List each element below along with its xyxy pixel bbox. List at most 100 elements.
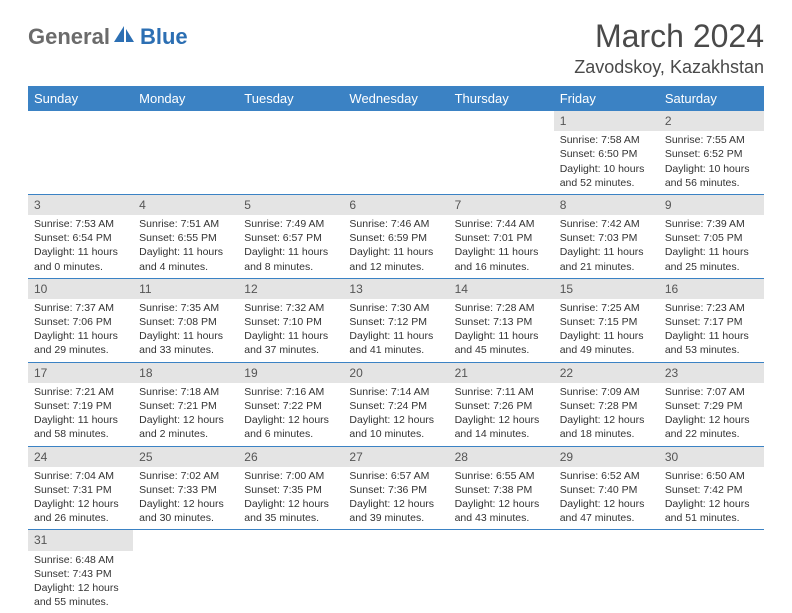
day-content: Sunrise: 7:55 AMSunset: 6:52 PMDaylight:… <box>659 131 764 194</box>
daylight-text: Daylight: 10 hours and 52 minutes. <box>560 162 653 190</box>
day-number: 19 <box>238 363 343 383</box>
daylight-text: Daylight: 11 hours and 29 minutes. <box>34 329 127 357</box>
day-number: 27 <box>343 447 448 467</box>
sunrise-text: Sunrise: 7:02 AM <box>139 469 232 483</box>
day-number <box>343 111 448 131</box>
day-number: 12 <box>238 279 343 299</box>
sunrise-text: Sunrise: 7:07 AM <box>665 385 758 399</box>
calendar-cell <box>343 111 448 194</box>
calendar-cell: 21Sunrise: 7:11 AMSunset: 7:26 PMDayligh… <box>449 362 554 446</box>
calendar-cell: 19Sunrise: 7:16 AMSunset: 7:22 PMDayligh… <box>238 362 343 446</box>
day-content: Sunrise: 7:25 AMSunset: 7:15 PMDaylight:… <box>554 299 659 362</box>
sunset-text: Sunset: 6:54 PM <box>34 231 127 245</box>
sunset-text: Sunset: 7:22 PM <box>244 399 337 413</box>
day-number <box>133 111 238 131</box>
calendar-week: 10Sunrise: 7:37 AMSunset: 7:06 PMDayligh… <box>28 278 764 362</box>
daylight-text: Daylight: 12 hours and 22 minutes. <box>665 413 758 441</box>
day-header: Thursday <box>449 86 554 111</box>
day-number: 6 <box>343 195 448 215</box>
day-number: 4 <box>133 195 238 215</box>
calendar-week: 17Sunrise: 7:21 AMSunset: 7:19 PMDayligh… <box>28 362 764 446</box>
calendar-cell: 10Sunrise: 7:37 AMSunset: 7:06 PMDayligh… <box>28 278 133 362</box>
daylight-text: Daylight: 11 hours and 25 minutes. <box>665 245 758 273</box>
day-number <box>449 530 554 550</box>
day-content: Sunrise: 7:07 AMSunset: 7:29 PMDaylight:… <box>659 383 764 446</box>
day-content: Sunrise: 7:16 AMSunset: 7:22 PMDaylight:… <box>238 383 343 446</box>
calendar-cell: 24Sunrise: 7:04 AMSunset: 7:31 PMDayligh… <box>28 446 133 530</box>
sunrise-text: Sunrise: 7:09 AM <box>560 385 653 399</box>
day-content: Sunrise: 7:09 AMSunset: 7:28 PMDaylight:… <box>554 383 659 446</box>
day-number: 26 <box>238 447 343 467</box>
daylight-text: Daylight: 11 hours and 53 minutes. <box>665 329 758 357</box>
day-number: 5 <box>238 195 343 215</box>
sunset-text: Sunset: 7:38 PM <box>455 483 548 497</box>
sunset-text: Sunset: 7:03 PM <box>560 231 653 245</box>
location: Zavodskoy, Kazakhstan <box>574 57 764 78</box>
calendar-cell: 28Sunrise: 6:55 AMSunset: 7:38 PMDayligh… <box>449 446 554 530</box>
calendar-week: 31Sunrise: 6:48 AMSunset: 7:43 PMDayligh… <box>28 530 764 613</box>
daylight-text: Daylight: 12 hours and 51 minutes. <box>665 497 758 525</box>
day-number: 17 <box>28 363 133 383</box>
sunrise-text: Sunrise: 7:44 AM <box>455 217 548 231</box>
sunrise-text: Sunrise: 7:25 AM <box>560 301 653 315</box>
calendar-cell: 18Sunrise: 7:18 AMSunset: 7:21 PMDayligh… <box>133 362 238 446</box>
calendar-cell: 27Sunrise: 6:57 AMSunset: 7:36 PMDayligh… <box>343 446 448 530</box>
header: General Blue March 2024 Zavodskoy, Kazak… <box>28 18 764 78</box>
day-content: Sunrise: 6:52 AMSunset: 7:40 PMDaylight:… <box>554 467 659 530</box>
daylight-text: Daylight: 11 hours and 16 minutes. <box>455 245 548 273</box>
sunset-text: Sunset: 7:17 PM <box>665 315 758 329</box>
calendar-cell: 14Sunrise: 7:28 AMSunset: 7:13 PMDayligh… <box>449 278 554 362</box>
calendar-cell <box>554 530 659 613</box>
daylight-text: Daylight: 11 hours and 33 minutes. <box>139 329 232 357</box>
day-number: 1 <box>554 111 659 131</box>
daylight-text: Daylight: 11 hours and 12 minutes. <box>349 245 442 273</box>
daylight-text: Daylight: 11 hours and 49 minutes. <box>560 329 653 357</box>
daylight-text: Daylight: 11 hours and 21 minutes. <box>560 245 653 273</box>
day-number: 9 <box>659 195 764 215</box>
daylight-text: Daylight: 12 hours and 30 minutes. <box>139 497 232 525</box>
day-number: 21 <box>449 363 554 383</box>
sail-icon <box>114 26 136 49</box>
day-content: Sunrise: 6:48 AMSunset: 7:43 PMDaylight:… <box>28 551 133 613</box>
sunrise-text: Sunrise: 7:23 AM <box>665 301 758 315</box>
calendar-table: SundayMondayTuesdayWednesdayThursdayFrid… <box>28 86 764 613</box>
sunset-text: Sunset: 7:42 PM <box>665 483 758 497</box>
day-header: Saturday <box>659 86 764 111</box>
sunset-text: Sunset: 7:06 PM <box>34 315 127 329</box>
day-content: Sunrise: 7:30 AMSunset: 7:12 PMDaylight:… <box>343 299 448 362</box>
sunset-text: Sunset: 7:10 PM <box>244 315 337 329</box>
daylight-text: Daylight: 11 hours and 45 minutes. <box>455 329 548 357</box>
daylight-text: Daylight: 11 hours and 37 minutes. <box>244 329 337 357</box>
day-content: Sunrise: 6:57 AMSunset: 7:36 PMDaylight:… <box>343 467 448 530</box>
sunrise-text: Sunrise: 7:49 AM <box>244 217 337 231</box>
day-number: 20 <box>343 363 448 383</box>
sunrise-text: Sunrise: 6:50 AM <box>665 469 758 483</box>
day-number: 24 <box>28 447 133 467</box>
sunrise-text: Sunrise: 7:37 AM <box>34 301 127 315</box>
logo: General Blue <box>28 18 188 50</box>
calendar-cell: 25Sunrise: 7:02 AMSunset: 7:33 PMDayligh… <box>133 446 238 530</box>
calendar-week: 24Sunrise: 7:04 AMSunset: 7:31 PMDayligh… <box>28 446 764 530</box>
sunset-text: Sunset: 7:31 PM <box>34 483 127 497</box>
title-block: March 2024 Zavodskoy, Kazakhstan <box>574 18 764 78</box>
day-content: Sunrise: 6:50 AMSunset: 7:42 PMDaylight:… <box>659 467 764 530</box>
calendar-cell <box>238 530 343 613</box>
daylight-text: Daylight: 11 hours and 8 minutes. <box>244 245 337 273</box>
day-number <box>343 530 448 550</box>
day-content: Sunrise: 7:04 AMSunset: 7:31 PMDaylight:… <box>28 467 133 530</box>
sunset-text: Sunset: 7:24 PM <box>349 399 442 413</box>
daylight-text: Daylight: 11 hours and 58 minutes. <box>34 413 127 441</box>
sunset-text: Sunset: 7:19 PM <box>34 399 127 413</box>
day-content: Sunrise: 7:14 AMSunset: 7:24 PMDaylight:… <box>343 383 448 446</box>
calendar-cell <box>659 530 764 613</box>
sunset-text: Sunset: 7:08 PM <box>139 315 232 329</box>
daylight-text: Daylight: 12 hours and 55 minutes. <box>34 581 127 609</box>
day-number: 31 <box>28 530 133 550</box>
daylight-text: Daylight: 12 hours and 2 minutes. <box>139 413 232 441</box>
day-number: 2 <box>659 111 764 131</box>
day-number: 25 <box>133 447 238 467</box>
calendar-cell <box>449 530 554 613</box>
calendar-body: 1Sunrise: 7:58 AMSunset: 6:50 PMDaylight… <box>28 111 764 613</box>
sunrise-text: Sunrise: 6:55 AM <box>455 469 548 483</box>
day-number: 11 <box>133 279 238 299</box>
